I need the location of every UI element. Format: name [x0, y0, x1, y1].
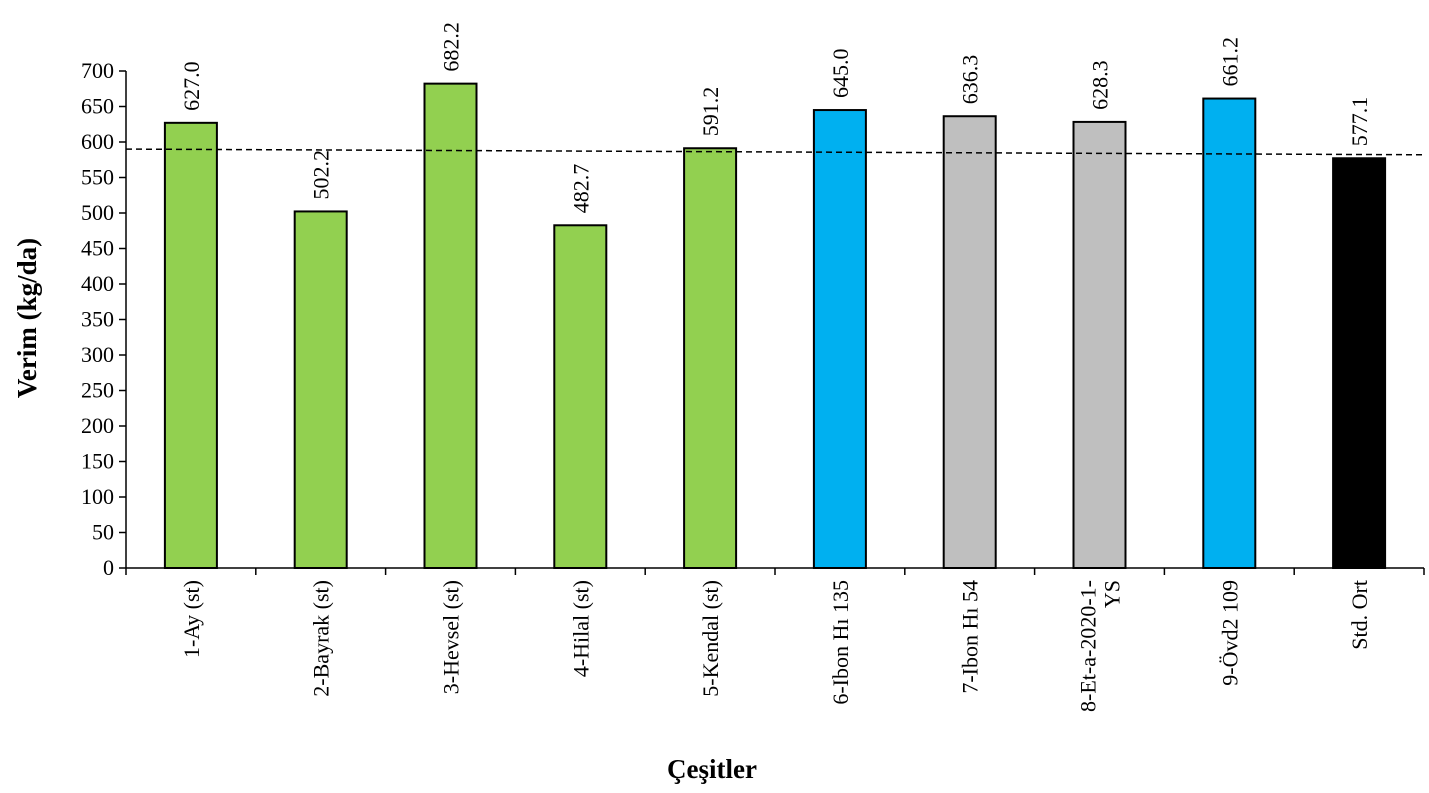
- bar: [293, 210, 348, 570]
- bar: [553, 224, 608, 570]
- bars: 627.0 502.2 682.2 482.7 591.2 645.0 636.3 628.3…: [163, 22, 1387, 570]
- category-label: 4-Hilal (st): [568, 580, 593, 677]
- y-axis-title: Verim (kg/da): [12, 238, 42, 398]
- data-label: 628.3: [1088, 60, 1113, 110]
- data-label: 502.2: [309, 150, 334, 200]
- y-tick-label: 300: [81, 342, 114, 367]
- data-label: 482.7: [568, 164, 593, 214]
- y-tick-label: 200: [81, 413, 114, 438]
- y-tick-label: 50: [92, 520, 114, 545]
- category-label: 5-Kendal (st): [698, 580, 723, 697]
- bar: [423, 82, 478, 569]
- data-label: 636.3: [958, 55, 983, 104]
- data-label: 661.2: [1217, 37, 1242, 87]
- y-tick-label: 500: [81, 200, 114, 225]
- data-label: 591.2: [698, 87, 723, 137]
- bar: [942, 115, 997, 570]
- category-label: 6-Ibon Hı 135: [828, 580, 853, 705]
- y-tick-label: 350: [81, 307, 114, 332]
- y-tick-label: 700: [81, 58, 114, 83]
- bar: [683, 147, 738, 570]
- y-tick-label: 150: [81, 449, 114, 474]
- bar: [812, 109, 867, 570]
- y-tick-label: 550: [81, 165, 114, 190]
- data-label: 627.0: [179, 61, 204, 111]
- y-tick-label: 100: [81, 484, 114, 509]
- bar: [1332, 157, 1387, 569]
- y-tick-label: 650: [81, 94, 114, 119]
- category-label: 2-Bayrak (st): [309, 580, 334, 697]
- category-label: 8-Et-a-2020-1-: [1076, 580, 1101, 712]
- x-axis-title: Çeşitler: [667, 754, 757, 784]
- bar: [1202, 97, 1257, 569]
- y-axis: 0 50 100 150 200 250 300 350 400 450 500 550 600 650 7…: [81, 58, 127, 580]
- y-tick-label: 250: [81, 378, 114, 403]
- category-label: Std. Ort: [1347, 580, 1372, 650]
- category-label: 1-Ay (st): [179, 580, 204, 658]
- bar: [1072, 120, 1127, 569]
- bar: [163, 121, 218, 570]
- x-axis: 1-Ay (st) 2-Bayrak (st) 3-Hevsel (st) 4-Hil…: [125, 567, 1425, 712]
- trend-line: [125, 148, 1425, 156]
- data-label: 577.1: [1347, 97, 1372, 147]
- y-tick-label: 600: [81, 129, 114, 154]
- category-label: 9-Övd2 109: [1217, 580, 1242, 686]
- data-label: 682.2: [439, 22, 464, 72]
- y-tick-label: 450: [81, 236, 114, 261]
- category-label: 7-Ibon Hı 54: [958, 580, 983, 694]
- y-tick-label: 400: [81, 271, 114, 296]
- data-label: 645.0: [828, 49, 853, 99]
- category-label: YS: [1100, 580, 1125, 608]
- y-tick-label: 0: [103, 555, 114, 580]
- category-label: 3-Hevsel (st): [439, 580, 464, 694]
- trend-line-group: [125, 148, 1425, 156]
